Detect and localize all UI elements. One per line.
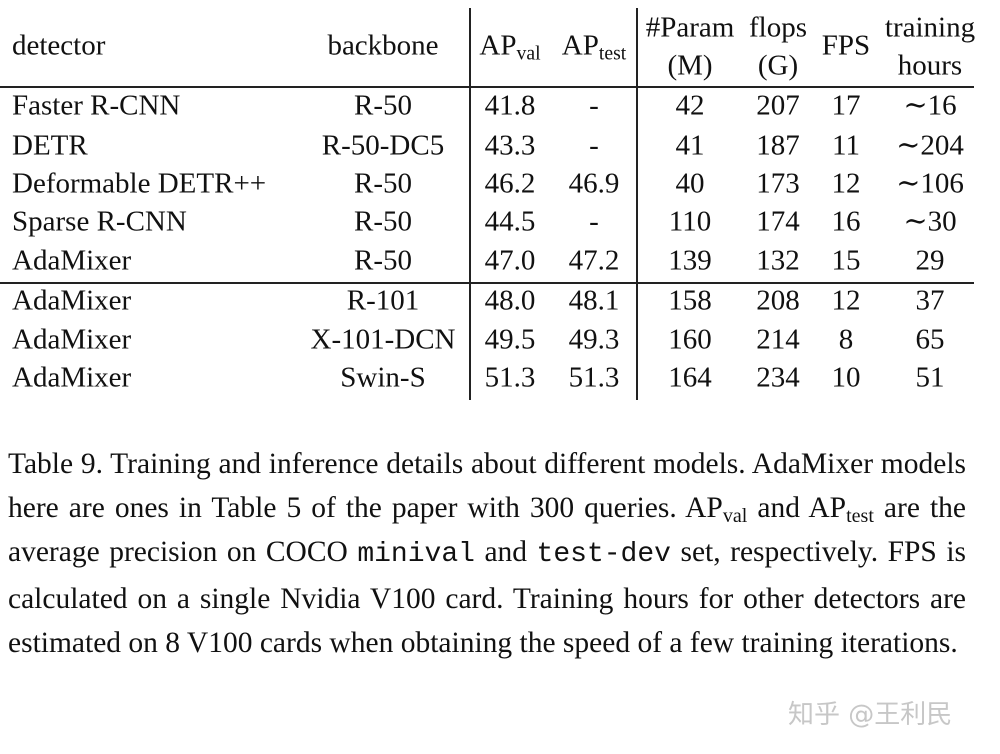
cell-hours: 37 [915,284,945,317]
caption-and: and [747,492,809,524]
cell-flops: 174 [756,205,800,238]
cell-backbone: R-50 [354,89,412,122]
header-fps: FPS [821,29,871,62]
cell-hours: ∼106 [896,167,964,200]
cell-param: 139 [668,244,712,277]
header-flops-unit: (G) [757,49,799,82]
cell-detector: AdaMixer [12,361,132,394]
cell-fps: 10 [831,361,861,394]
caption-text-3: set, respectively. FPS is calculated on … [8,536,966,659]
header-training: training [884,11,976,44]
caption-text-2: are the average precision on COCO [8,492,966,568]
cell-fps: 8 [838,323,854,356]
cell-ap-test: 46.9 [568,167,620,200]
cell-param: 164 [668,361,712,394]
cell-flops: 173 [756,167,800,200]
table-caption: Table 9. Training and inference details … [8,442,966,665]
header-ap-test: APtest [561,29,627,65]
cell-fps: 15 [831,244,861,277]
cell-ap-val: 44.5 [484,205,536,238]
header-param: #Param [645,11,735,44]
column-divider [636,8,638,400]
header-hours: hours [897,49,963,82]
cell-param: 110 [668,205,712,238]
cell-backbone: X-101-DCN [310,323,456,356]
cell-backbone: R-101 [346,284,420,317]
header-flops: flops [749,11,807,44]
cell-ap-val: 47.0 [484,244,536,277]
cell-ap-val: 48.0 [484,284,536,317]
header-detector: detector [12,29,106,62]
caption-minival: minival [357,539,475,570]
cell-ap-val: 43.3 [484,129,536,162]
group-rule [0,282,974,284]
header-param-unit: (M) [667,49,713,82]
cell-hours: ∼30 [903,205,957,238]
cell-flops: 187 [756,129,800,162]
cell-hours: 29 [915,244,945,277]
cell-fps: 12 [831,167,861,200]
caption-ap-test: APtest [808,492,874,527]
caption-and-2: and [474,536,537,568]
cell-ap-val: 41.8 [484,89,536,122]
cell-backbone: R-50-DC5 [321,129,445,162]
cell-detector: AdaMixer [12,323,132,356]
cell-hours: ∼16 [903,89,957,122]
watermark: 知乎 @王利民 [788,700,953,730]
cell-param: 160 [668,323,712,356]
cell-ap-val: 46.2 [484,167,536,200]
cell-detector: AdaMixer [12,284,132,317]
cell-detector: AdaMixer [12,244,132,277]
cell-param: 42 [675,89,705,122]
header-rule [0,86,974,88]
cell-detector: Faster R-CNN [12,89,181,122]
cell-ap-test: - [589,89,599,122]
caption-test-dev: test-dev [536,539,671,570]
cell-fps: 17 [831,89,861,122]
cell-ap-test: - [589,205,599,238]
cell-hours: 65 [915,323,945,356]
cell-detector: Sparse R-CNN [12,205,187,238]
caption-text-1: Table 9. Training and inference details … [8,448,966,524]
cell-fps: 16 [831,205,861,238]
column-divider [469,8,471,400]
cell-flops: 207 [756,89,800,122]
cell-fps: 12 [831,284,861,317]
cell-backbone: Swin-S [340,361,426,394]
cell-param: 158 [668,284,712,317]
cell-param: 41 [675,129,705,162]
cell-ap-test: - [589,129,599,162]
cell-detector: DETR [12,129,88,162]
cell-flops: 208 [756,284,800,317]
cell-flops: 132 [756,244,800,277]
cell-hours: ∼204 [896,129,964,162]
header-backbone: backbone [327,29,439,62]
cell-param: 40 [675,167,705,200]
header-ap-val: APval [479,29,541,65]
cell-ap-test: 49.3 [568,323,620,356]
cell-ap-val: 49.5 [484,323,536,356]
results-table: detector backbone APval APtest #Param (M) flop… [0,8,976,400]
cell-hours: 51 [915,361,945,394]
cell-detector: Deformable DETR++ [12,167,267,200]
cell-backbone: R-50 [354,167,412,200]
cell-ap-val: 51.3 [484,361,536,394]
cell-flops: 234 [756,361,800,394]
cell-ap-test: 48.1 [568,284,620,317]
cell-fps: 11 [832,129,860,162]
cell-ap-test: 47.2 [568,244,620,277]
cell-flops: 214 [756,323,800,356]
caption-ap-val: APval [685,492,748,527]
cell-backbone: R-50 [354,244,412,277]
cell-backbone: R-50 [354,205,412,238]
cell-ap-test: 51.3 [568,361,620,394]
